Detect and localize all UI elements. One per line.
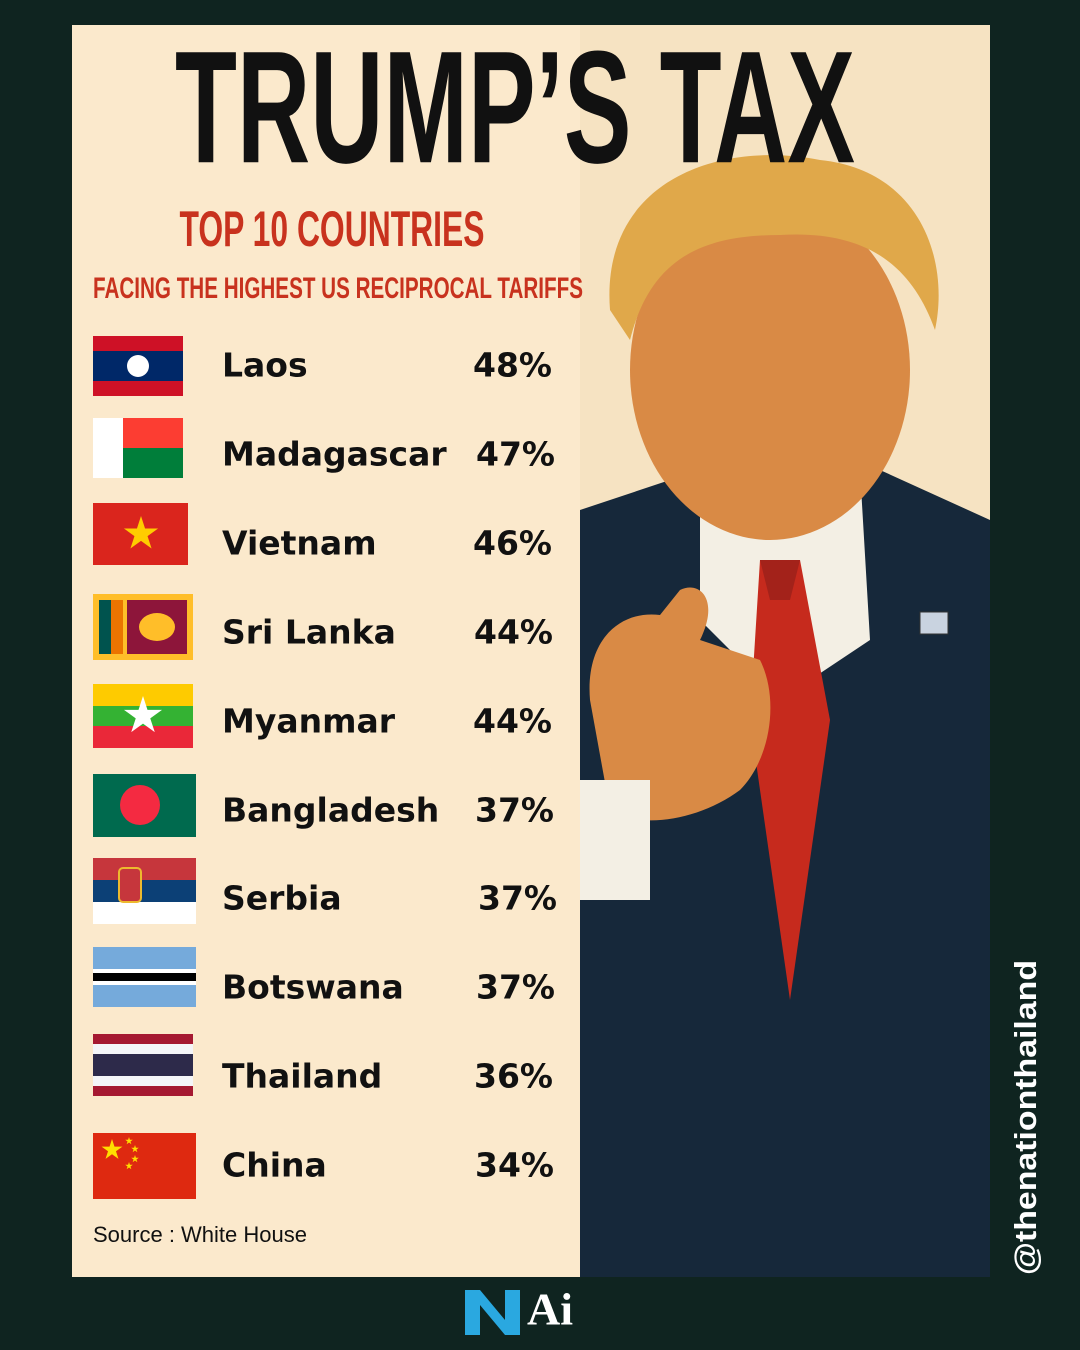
tariff: 37%: [475, 791, 554, 830]
tariff: 44%: [474, 613, 553, 652]
flag-laos: [93, 336, 183, 396]
country: Sri Lanka: [222, 613, 396, 652]
tariff: 46%: [473, 524, 552, 563]
flag-thailand: [93, 1034, 193, 1096]
logo-mark: [465, 1290, 520, 1335]
flag-serbia: [93, 858, 196, 924]
tariff: 34%: [475, 1146, 554, 1185]
flag-bangladesh: [93, 774, 196, 837]
title: TRUMP’S TAX: [175, 17, 855, 196]
tariff: 47%: [476, 435, 555, 474]
illustration: [580, 155, 990, 1277]
tariff: 44%: [473, 702, 552, 741]
tariff: 36%: [474, 1057, 553, 1096]
logo-text: Ai: [527, 1284, 573, 1335]
country: Madagascar: [222, 435, 447, 474]
tariff: 37%: [476, 968, 555, 1007]
tariff: 48%: [473, 346, 552, 385]
country: Thailand: [222, 1057, 382, 1096]
country: Laos: [222, 346, 308, 385]
country: Myanmar: [222, 702, 396, 741]
tagline: FACING THE HIGHEST US RECIPROCAL TARIFFS: [93, 272, 583, 305]
country: Serbia: [222, 879, 342, 918]
flag-madagascar: [93, 418, 183, 478]
flag-sri-lanka: [93, 594, 193, 660]
tariff: 37%: [478, 879, 557, 918]
flag-china: [93, 1133, 196, 1199]
country: Botswana: [222, 968, 404, 1007]
flag-botswana: [93, 947, 196, 1007]
country: China: [222, 1146, 327, 1185]
flag-vietnam: [93, 503, 188, 565]
country: Bangladesh: [222, 791, 439, 830]
country: Vietnam: [222, 524, 377, 563]
subtitle: TOP 10 COUNTRIES: [180, 201, 485, 257]
handle: @thenationthailand: [1008, 960, 1043, 1275]
flag-myanmar: [93, 684, 193, 748]
source: Source : White House: [93, 1222, 307, 1247]
